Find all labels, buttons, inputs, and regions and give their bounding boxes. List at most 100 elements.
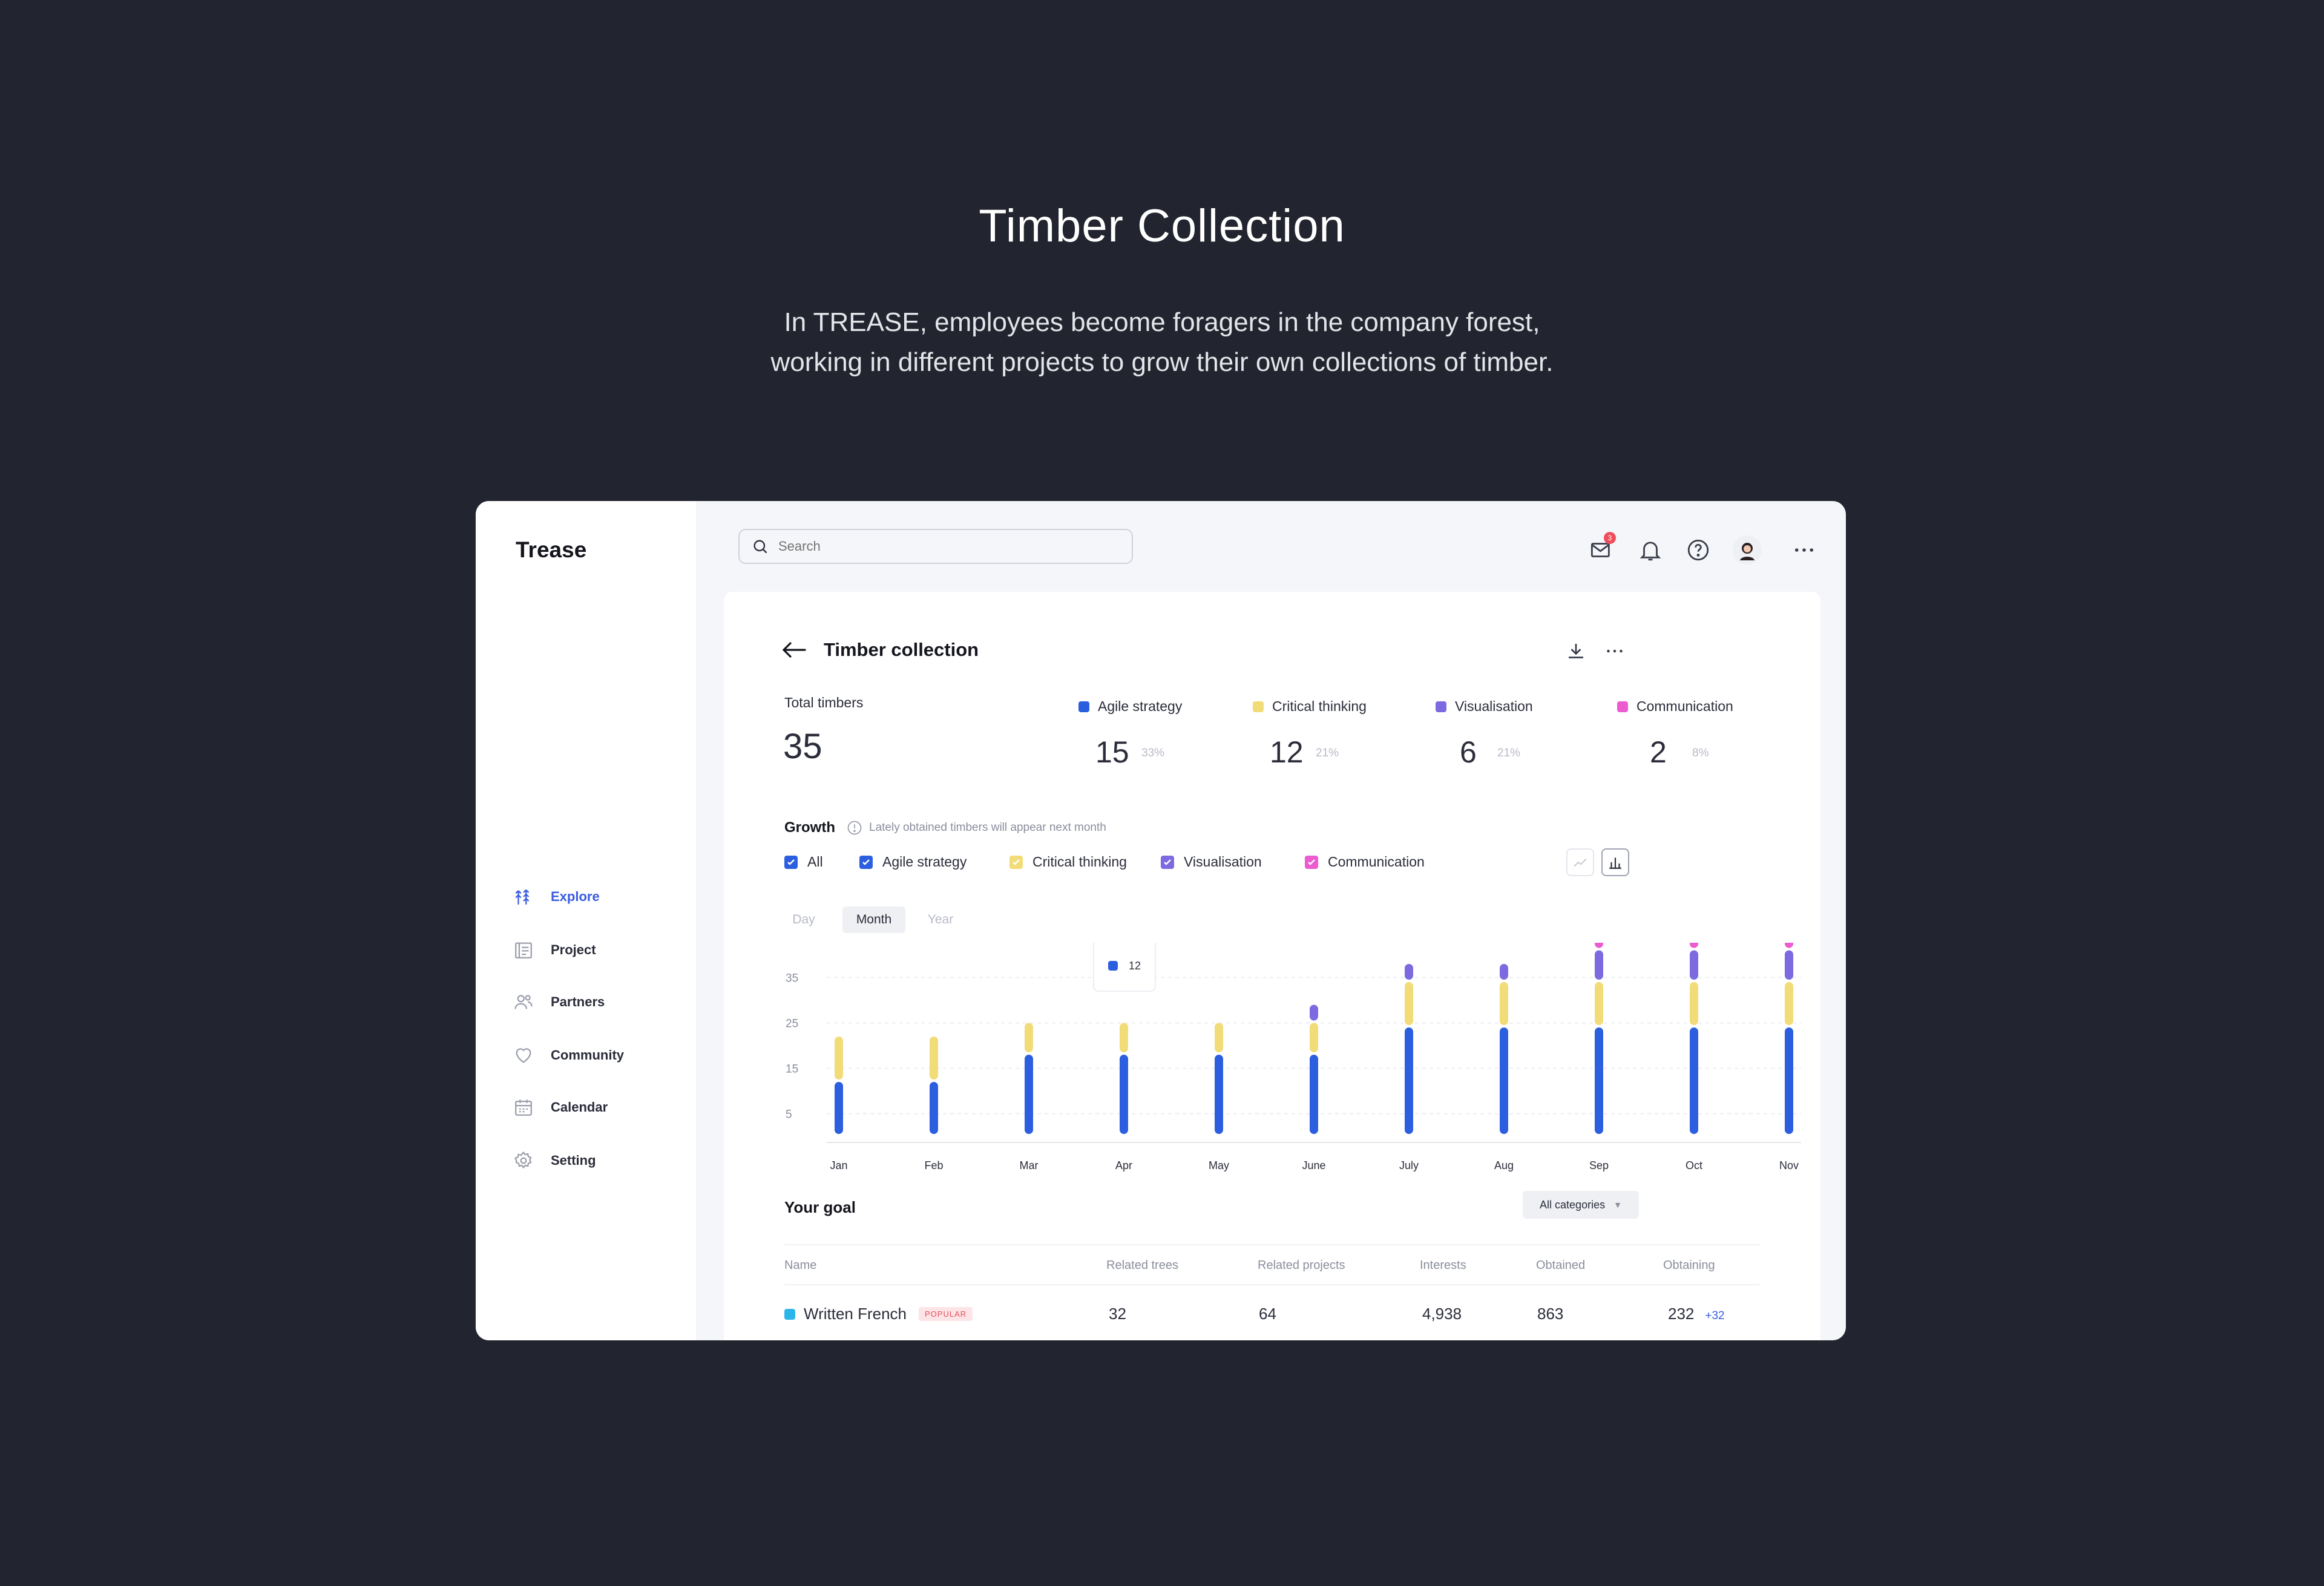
bar-segment[interactable] (1120, 1023, 1128, 1053)
checkbox-checked[interactable] (1009, 855, 1023, 869)
table-row-name[interactable]: Written French POPULAR (784, 1305, 973, 1323)
bar-segment[interactable] (1215, 1055, 1223, 1134)
sidebar-item-partners[interactable]: Partners (513, 989, 605, 1015)
bar-segment[interactable] (1025, 1023, 1033, 1053)
category-label: Agile strategy (1098, 698, 1183, 714)
sidebar-item-community[interactable]: Community (513, 1042, 624, 1069)
bar-segment[interactable] (1595, 1027, 1603, 1134)
category-select[interactable]: All categories ▼ (1523, 1191, 1639, 1219)
sidebar: Trease Explore Project Partners Communit… (476, 501, 696, 1340)
bar-chart-toggle[interactable] (1601, 848, 1629, 876)
checkbox-checked[interactable] (1305, 855, 1318, 869)
filter-agile[interactable]: Agile strategy (859, 854, 967, 870)
bar-segment[interactable] (835, 1037, 843, 1080)
category-value: 12 (1270, 735, 1304, 769)
bell-icon[interactable] (1638, 537, 1663, 563)
bar-segment[interactable] (1405, 1027, 1413, 1134)
column-header-obtaining[interactable]: Obtaining (1663, 1259, 1715, 1272)
column-header-interests[interactable]: Interests (1420, 1259, 1466, 1272)
download-icon[interactable] (1565, 640, 1587, 662)
critical-dot (1253, 701, 1264, 712)
column-header-name[interactable]: Name (784, 1259, 817, 1272)
category-value: 6 (1460, 735, 1477, 769)
checkbox-checked[interactable] (784, 855, 798, 869)
filter-label: Critical thinking (1032, 854, 1127, 870)
cell-related-trees: 32 (1109, 1305, 1126, 1323)
bar-segment[interactable] (1690, 982, 1698, 1025)
sidebar-item-label: Setting (551, 1153, 596, 1168)
sidebar-item-project[interactable]: Project (513, 937, 596, 963)
bar-segment[interactable] (1120, 1055, 1128, 1134)
check-icon (787, 859, 795, 865)
checkbox-checked[interactable] (859, 855, 873, 869)
bar-segment[interactable] (1785, 982, 1793, 1025)
bar-segment[interactable] (1405, 982, 1413, 1025)
bar-segment[interactable] (1690, 950, 1698, 980)
bar-segment[interactable] (1785, 1027, 1793, 1134)
bar-segment[interactable] (1500, 1027, 1508, 1134)
bar-segment[interactable] (1785, 943, 1793, 948)
notification-badge: 3 (1604, 532, 1616, 544)
card-more-icon[interactable] (1604, 640, 1626, 662)
avatar[interactable] (1732, 535, 1762, 565)
info-icon (847, 821, 862, 835)
range-tab-month[interactable]: Month (842, 906, 905, 933)
category-pct: 21% (1316, 747, 1339, 759)
bar-segment[interactable] (1595, 982, 1603, 1025)
check-icon (862, 859, 870, 865)
bar-segment[interactable] (930, 1082, 938, 1134)
category-value: 15 (1095, 735, 1129, 769)
growth-note: Lately obtained timbers will appear next… (846, 819, 1106, 836)
x-tick-label: Apr (1115, 1159, 1132, 1171)
logo[interactable]: Trease (516, 537, 587, 562)
sidebar-item-setting[interactable]: Setting (513, 1147, 596, 1174)
bar-segment[interactable] (1500, 982, 1508, 1025)
mail-icon[interactable] (1589, 537, 1615, 563)
app-window: Trease Explore Project Partners Communit… (476, 501, 1846, 1340)
bar-segment[interactable] (1405, 964, 1413, 980)
bar-segment[interactable] (1785, 950, 1793, 980)
document-icon (515, 942, 532, 958)
filter-visualisation[interactable]: Visualisation (1161, 854, 1262, 870)
bar-segment[interactable] (1310, 1023, 1318, 1053)
sidebar-item-explore[interactable]: Explore (513, 883, 600, 910)
goal-name: Written French (804, 1305, 907, 1323)
bar-segment[interactable] (1500, 964, 1508, 980)
search-icon (753, 540, 767, 554)
bar-segment[interactable] (1690, 943, 1698, 948)
bar-segment[interactable] (1595, 943, 1603, 948)
agile-dot (1078, 701, 1089, 712)
filter-communication[interactable]: Communication (1305, 854, 1425, 870)
bar-segment[interactable] (1025, 1055, 1033, 1134)
search-input[interactable] (777, 538, 1118, 555)
column-header-related-trees[interactable]: Related trees (1106, 1259, 1178, 1272)
checkbox-checked[interactable] (1161, 855, 1174, 869)
column-header-obtained[interactable]: Obtained (1536, 1259, 1586, 1272)
bar-segment[interactable] (1310, 1004, 1318, 1021)
notification-badge-count: 3 (1608, 534, 1612, 542)
bar-segment[interactable] (835, 1082, 843, 1134)
filter-all[interactable]: All (784, 854, 823, 870)
bar-segment[interactable] (930, 1037, 938, 1080)
sidebar-item-label: Partners (551, 994, 605, 1009)
bar-segment[interactable] (1690, 1027, 1698, 1134)
people-icon (514, 995, 533, 1009)
bar-segment[interactable] (1595, 950, 1603, 980)
bar-segment[interactable] (1215, 1023, 1223, 1053)
bar-segment[interactable] (1310, 1055, 1318, 1134)
line-chart-toggle[interactable] (1566, 848, 1594, 876)
communication-dot (1617, 701, 1628, 712)
range-tab-year[interactable]: Year (927, 913, 954, 926)
back-arrow-icon[interactable] (781, 640, 807, 660)
more-icon[interactable] (1791, 537, 1817, 563)
range-tab-day[interactable]: Day (792, 913, 815, 926)
sidebar-item-calendar[interactable]: Calendar (513, 1094, 608, 1121)
trees-icon (515, 889, 530, 905)
help-icon[interactable] (1686, 537, 1711, 563)
filter-critical[interactable]: Critical thinking (1009, 854, 1127, 870)
search-bar[interactable] (738, 529, 1133, 564)
tooltip-value: 12 (1129, 960, 1141, 972)
timber-collection-card: Timber collection Total timbers 35 Agile… (724, 592, 1820, 1340)
filter-label: All (807, 854, 823, 870)
column-header-related-projects[interactable]: Related projects (1258, 1259, 1345, 1272)
